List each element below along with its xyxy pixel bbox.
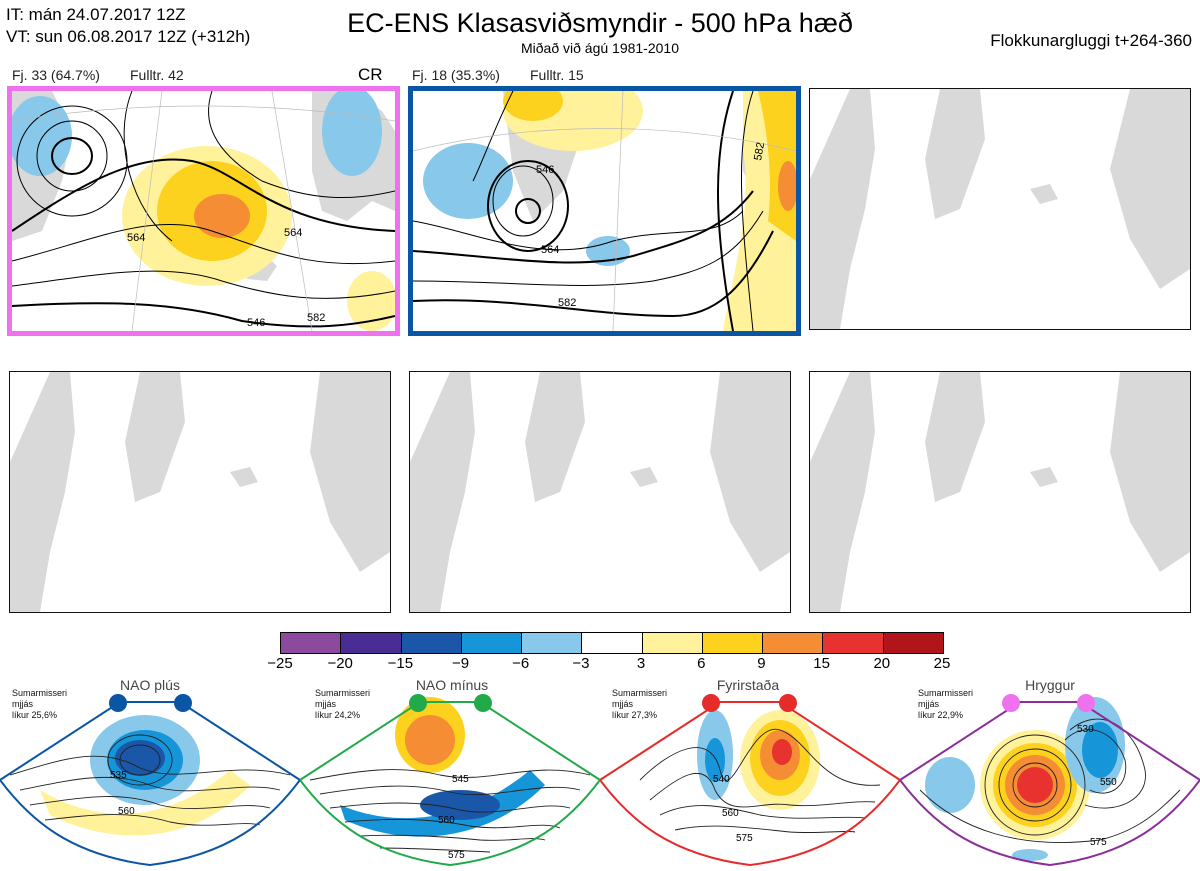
regime-contour-label: 545 (452, 774, 469, 785)
empty-map-panel (809, 88, 1191, 330)
regime-contour-label: 560 (438, 815, 455, 826)
cluster-2-contour-label: 546 (536, 164, 554, 176)
colorbar-swatch (281, 633, 342, 653)
regime-contour-label: 560 (722, 808, 739, 819)
colorbar-swatch (823, 633, 884, 653)
cluster-2-label: Fj. 18 (35.3%) (412, 67, 500, 83)
regime-contour-label: 550 (1100, 777, 1117, 788)
cluster-2-map-graphic: 546 564 582 582 (413, 91, 796, 331)
colorbar-tick-label: −9 (451, 655, 470, 672)
colorbar-swatch (883, 633, 943, 653)
empty-map-graphic (810, 372, 1190, 612)
colorbar-swatch (763, 633, 824, 653)
colorbar-swatch (642, 633, 703, 653)
colorbar-tick-label: −15 (387, 655, 414, 672)
colorbar-swatch (461, 633, 523, 653)
regime-title: NAO mínus (415, 677, 489, 693)
regime-contour-label: 540 (713, 774, 730, 785)
cluster-1-label: Fj. 33 (64.7%) (12, 67, 100, 83)
regime-contour-label: 530 (1077, 724, 1094, 735)
colorbar-tick-label: 25 (933, 655, 951, 672)
regime-map: 545 560 575 (300, 694, 600, 867)
cluster-1-contour-label: 546 (247, 317, 265, 329)
regime-note: Sumarmisseri mjjás líkur 25,6% (12, 688, 68, 720)
cluster-1-map: 564 564 546 582 (7, 86, 400, 336)
cluster-1-contour-label: 582 (307, 312, 325, 324)
regime-title: Fyrirstaða (716, 677, 780, 693)
colorbar-swatch (341, 633, 402, 653)
regime-map: 530 550 575 (900, 694, 1200, 867)
cluster-1-tag: CR (358, 65, 383, 84)
cluster-1-map-graphic: 564 564 546 582 (12, 91, 395, 331)
cluster-2-contour-label: 564 (541, 244, 559, 256)
regime-note: Sumarmisseri mjjás líkur 22,9% (918, 688, 974, 720)
regime-contour-label: 575 (1090, 837, 1107, 848)
empty-map-panel (809, 371, 1191, 613)
cluster-2-contour-label: 582 (752, 141, 767, 161)
empty-map-panel (409, 371, 791, 613)
cluster-1-representative: Fulltr. 42 (130, 67, 184, 83)
colorbar-tick-label: 15 (813, 655, 830, 672)
colorbar-swatch (582, 633, 643, 653)
regime-map: 540 560 575 (600, 694, 900, 867)
cluster-1-contour-label: 564 (284, 227, 302, 239)
valid-time: VT: sun 06.08.2017 12Z (+312h) (6, 27, 251, 46)
empty-map-panel (9, 371, 391, 613)
colorbar-tick-label: −6 (512, 655, 530, 672)
colorbar-swatch (522, 633, 583, 653)
colorbar (280, 632, 944, 654)
regime-title: Hryggur (1025, 677, 1075, 693)
regime-title: NAO plús (120, 677, 180, 693)
cluster-2-contour-label: 582 (558, 297, 576, 309)
regime-contour-label: 575 (736, 833, 753, 844)
regime-contour-label: 575 (448, 850, 465, 861)
colorbar-tick-label: −25 (267, 655, 293, 672)
colorbar-tick-label: 20 (873, 655, 891, 672)
colorbar-tick-label: 9 (757, 655, 766, 672)
empty-map-graphic (410, 372, 790, 612)
page-subtitle: Miðað við ágú 1981-2010 (520, 40, 679, 56)
page-title: EC-ENS Klasasviðsmyndir - 500 hPa hæð (347, 8, 853, 38)
regime-note: Sumarmisseri mjjás líkur 27,3% (612, 688, 668, 720)
empty-map-graphic (810, 89, 1190, 329)
regime-map: 535 560 (0, 694, 300, 867)
time-info: IT: mán 24.07.2017 12Z VT: sun 06.08.201… (6, 4, 250, 48)
classification-window: Flokkunargluggi t+264-360 (990, 31, 1192, 50)
empty-map-graphic (10, 372, 390, 612)
colorbar-tick-label: −20 (327, 655, 353, 672)
regime-note: Sumarmisseri mjjás líkur 24,2% (315, 688, 371, 720)
regime-contour-label: 560 (118, 806, 135, 817)
cluster-2-map: 546 564 582 582 (408, 86, 801, 336)
regime-contour-label: 535 (110, 770, 127, 781)
cluster-1-contour-label: 564 (127, 232, 145, 244)
colorbar-tick-label: 3 (636, 655, 646, 672)
initial-time: IT: mán 24.07.2017 12Z (6, 5, 186, 24)
colorbar-tick-label: −3 (572, 655, 590, 672)
cluster-2-representative: Fulltr. 15 (530, 67, 584, 83)
colorbar-tick-label: 6 (697, 655, 706, 672)
colorbar-swatch (401, 633, 462, 653)
colorbar-swatch (702, 633, 764, 653)
